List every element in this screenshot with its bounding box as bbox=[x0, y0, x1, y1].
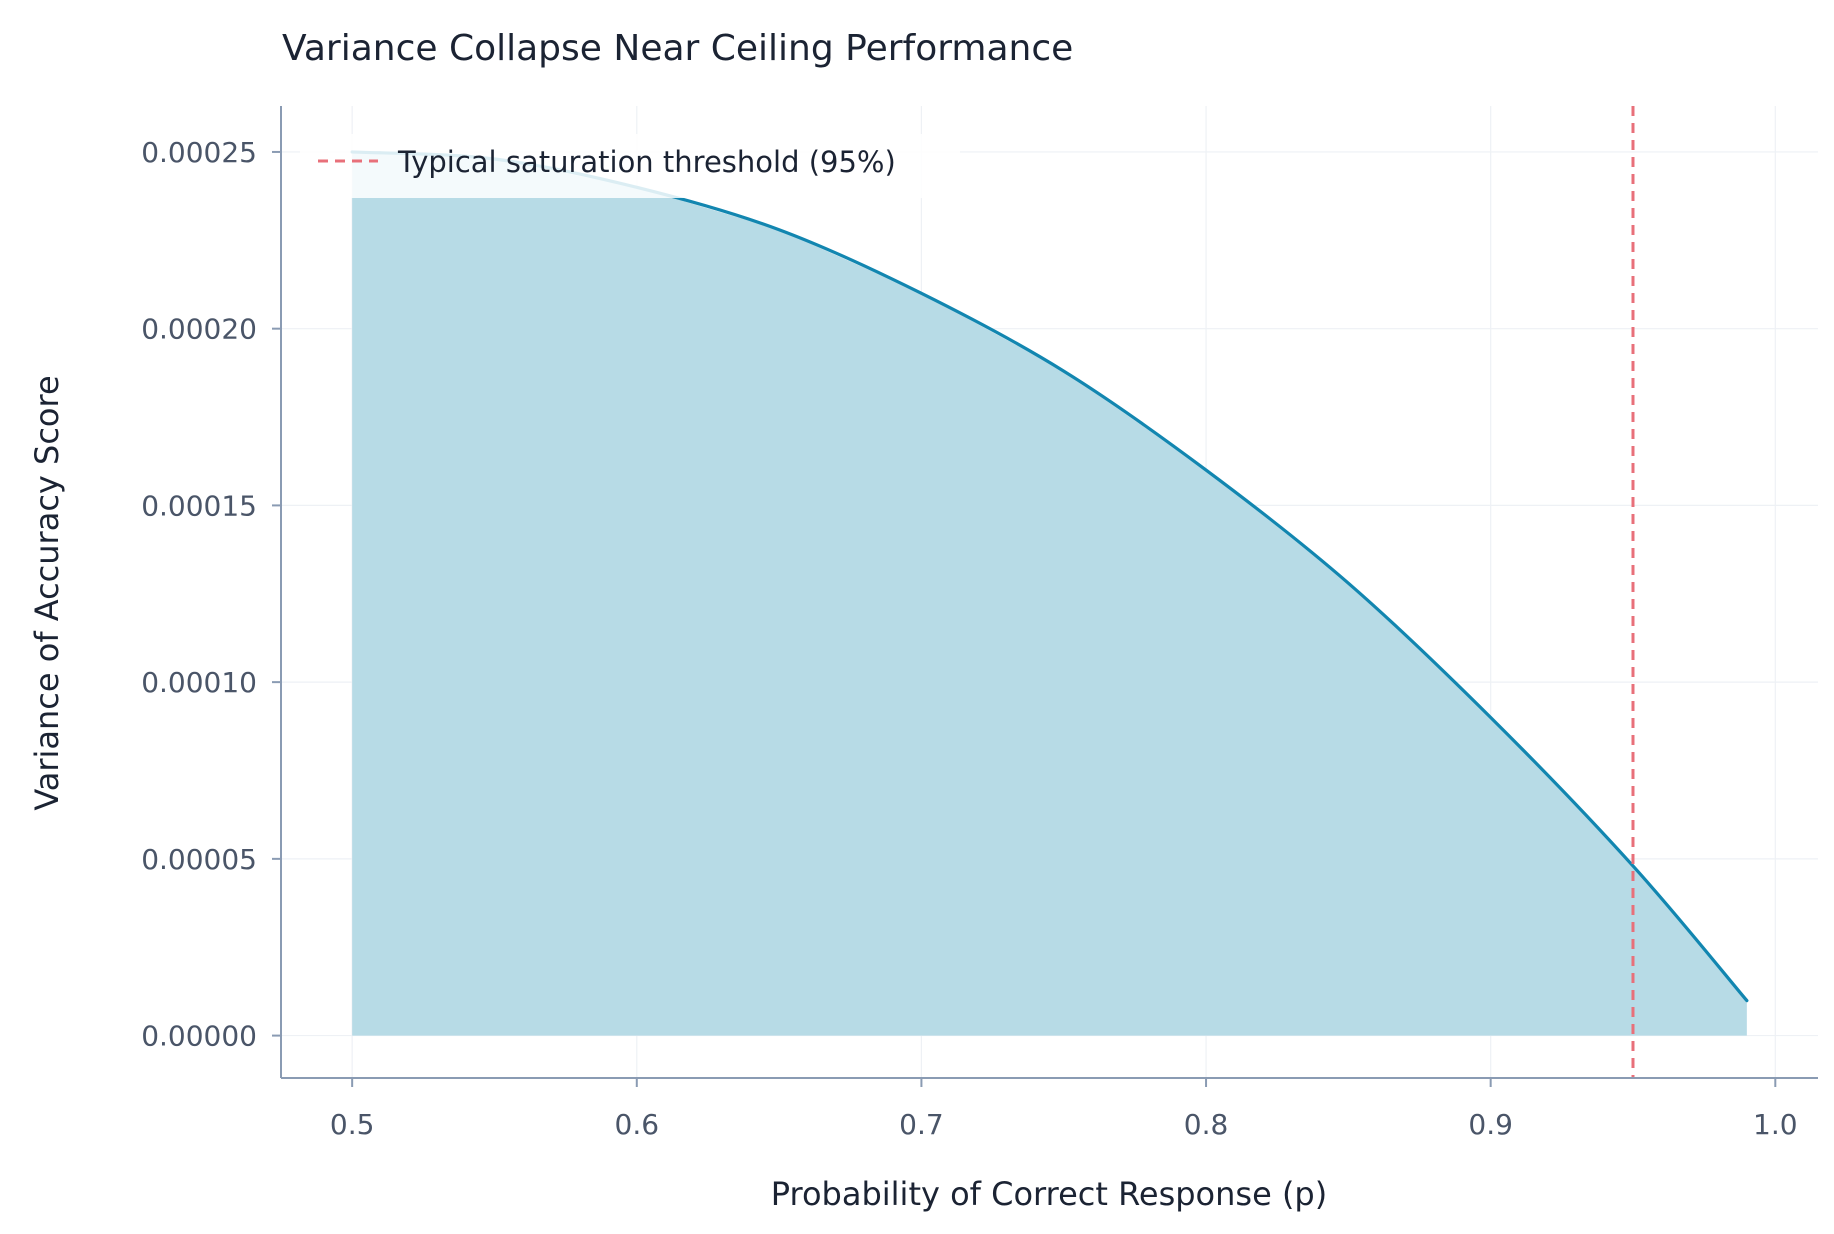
x-tick-label: 0.8 bbox=[1184, 1108, 1229, 1141]
variance-area bbox=[352, 151, 1747, 1036]
y-tick-label: 0.00015 bbox=[141, 489, 257, 522]
y-tick-label: 0.00000 bbox=[141, 1020, 257, 1053]
y-tick-label: 0.00025 bbox=[141, 136, 257, 169]
axes bbox=[272, 106, 1818, 1087]
y-tick-label: 0.00010 bbox=[141, 666, 257, 699]
x-tick-label: 0.5 bbox=[330, 1108, 375, 1141]
legend-threshold-label: Typical saturation threshold (95%) bbox=[397, 145, 896, 179]
chart-title: Variance Collapse Near Ceiling Performan… bbox=[282, 28, 1073, 69]
y-tick-label: 0.00005 bbox=[141, 843, 257, 876]
tick-labels: 0.5 0.6 0.7 0.8 0.9 1.0 0.00000 0.00005 0.00010 0… bbox=[141, 136, 1797, 1141]
x-tick-label: 0.6 bbox=[615, 1108, 660, 1141]
legend-background bbox=[300, 134, 960, 198]
x-tick-label: 0.7 bbox=[899, 1108, 944, 1141]
x-axis-label: Probability of Correct Response (p) bbox=[771, 1175, 1327, 1213]
x-tick-label: 1.0 bbox=[1753, 1108, 1798, 1141]
legend: Typical saturation threshold (95%) bbox=[300, 134, 960, 198]
y-axis-label: Variance of Accuracy Score bbox=[28, 375, 66, 810]
y-tick-label: 0.00020 bbox=[141, 313, 257, 346]
x-tick-label: 0.9 bbox=[1468, 1108, 1513, 1141]
variance-area-layer bbox=[352, 151, 1747, 1036]
